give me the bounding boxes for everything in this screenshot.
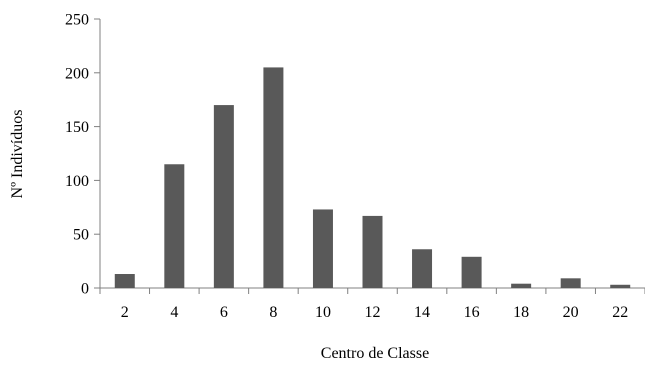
bar xyxy=(164,164,185,288)
x-tick-label: 2 xyxy=(121,304,129,321)
x-tick-label: 20 xyxy=(563,304,579,321)
bar xyxy=(461,256,482,288)
x-tick-label: 4 xyxy=(170,304,178,321)
x-axis-title: Centro de Classe xyxy=(321,345,429,362)
x-tick-label: 12 xyxy=(365,304,381,321)
bars xyxy=(114,67,631,288)
bar xyxy=(610,284,631,288)
y-tick-label: 150 xyxy=(65,119,89,136)
x-tick-label: 14 xyxy=(414,304,430,321)
y-tick-label: 200 xyxy=(65,65,89,82)
bar xyxy=(362,215,383,288)
bar xyxy=(412,249,433,288)
x-tick-label: 18 xyxy=(513,304,529,321)
y-axis-title: Nº Indivíduos xyxy=(9,110,26,199)
bar xyxy=(312,209,333,288)
x-tick-label: 10 xyxy=(315,304,331,321)
bar xyxy=(114,274,135,288)
x-tick-label: 8 xyxy=(269,304,277,321)
bar xyxy=(511,283,532,288)
y-tick-label: 50 xyxy=(73,227,89,244)
bar xyxy=(213,105,234,288)
y-tick-label: 250 xyxy=(65,12,89,29)
y-tick-label: 100 xyxy=(65,173,89,190)
x-tick-label: 6 xyxy=(220,304,228,321)
bar xyxy=(263,67,284,288)
x-axis: 2 4 6 8 10 12 14 16 18 20 22 xyxy=(99,287,645,321)
y-axis: 0 50 100 150 200 250 xyxy=(65,12,101,298)
x-tick-label: 22 xyxy=(612,304,628,321)
y-tick-label: 0 xyxy=(81,281,89,298)
bar xyxy=(560,278,581,288)
x-tick-label: 16 xyxy=(464,304,480,321)
